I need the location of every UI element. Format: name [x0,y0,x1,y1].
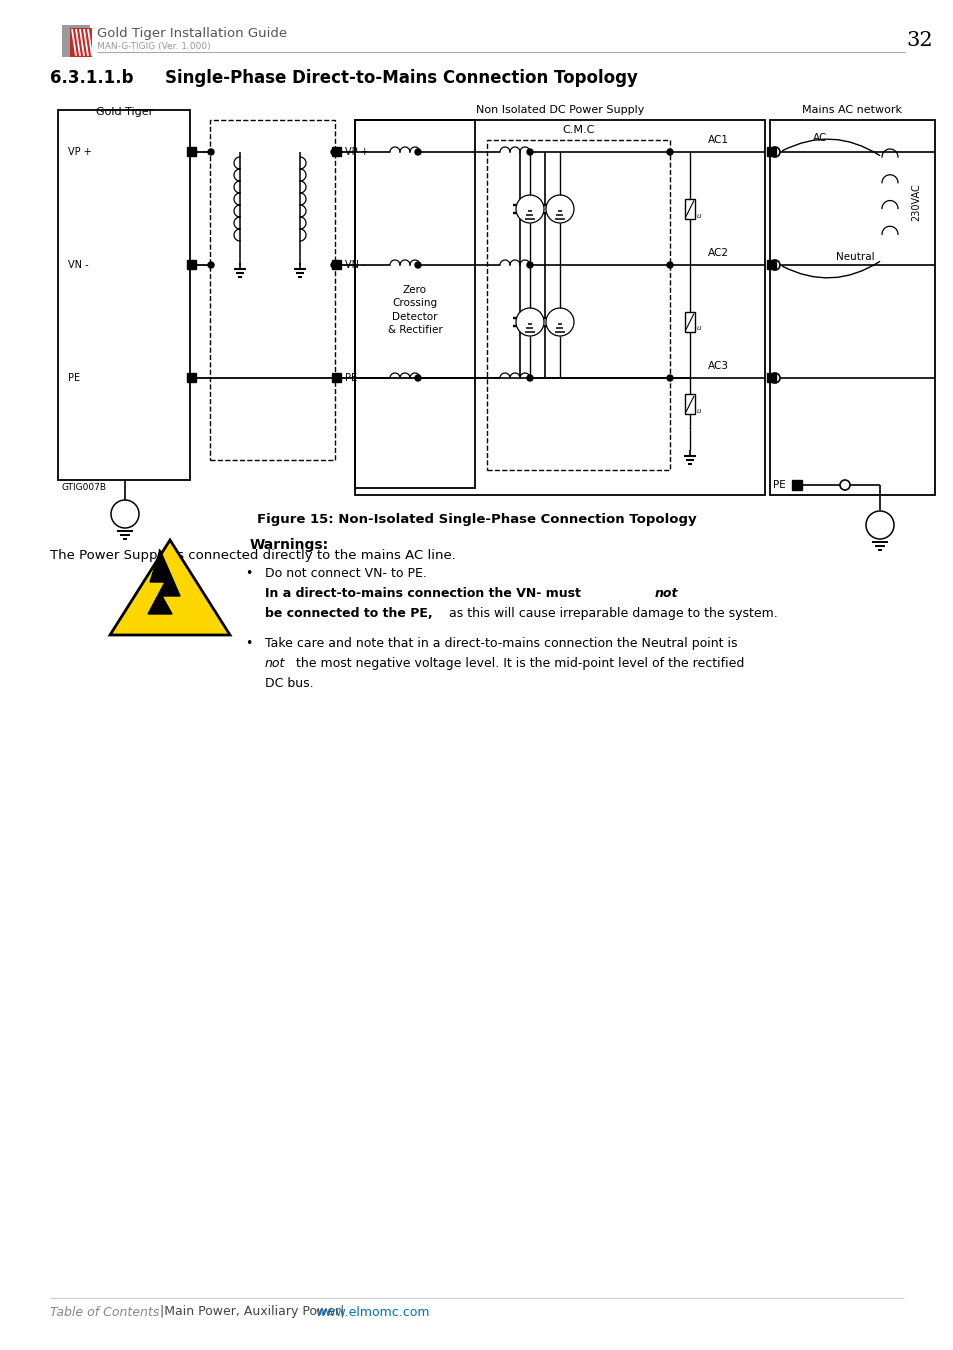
Text: C.M.C: C.M.C [561,126,594,135]
Text: AC2: AC2 [707,248,728,258]
Circle shape [526,148,533,155]
Circle shape [331,262,336,269]
Circle shape [840,481,849,490]
Bar [684,394,695,414]
Polygon shape [148,549,180,614]
Text: GTIG007B: GTIG007B [62,483,107,493]
Text: |Main Power, Auxiliary Power|: |Main Power, Auxiliary Power| [152,1305,344,1319]
Text: VP +: VP + [68,147,91,157]
Text: Gold Tiger: Gold Tiger [96,107,153,117]
Polygon shape [110,540,230,634]
Circle shape [545,308,574,336]
Bar [210,120,335,460]
Circle shape [208,148,213,155]
Circle shape [526,375,533,381]
Circle shape [111,500,139,528]
Text: PE: PE [345,373,356,383]
Text: AC: AC [812,134,826,143]
Text: Non Isolated DC Power Supply: Non Isolated DC Power Supply [476,105,643,115]
Circle shape [415,262,420,269]
Text: PE: PE [772,481,785,490]
Bar [791,481,801,490]
Text: u: u [697,212,700,219]
Circle shape [769,373,780,383]
Text: be connected to the PE,: be connected to the PE, [265,608,432,620]
Text: 230VAC: 230VAC [910,184,920,221]
Text: Zero
Crossing
Detector
& Rectifier: Zero Crossing Detector & Rectifier [387,285,442,335]
Text: Table of Contents: Table of Contents [50,1305,159,1319]
Text: VN -: VN - [345,261,365,270]
Circle shape [526,262,533,269]
Circle shape [516,194,543,223]
Text: as this will cause irreparable damage to the system.: as this will cause irreparable damage to… [444,608,777,620]
Bar [58,109,190,481]
Text: 6.3.1.1.b: 6.3.1.1.b [50,69,133,86]
Bar [769,120,934,495]
Bar [332,261,340,269]
Bar [684,198,695,219]
Text: Gold Tiger Installation Guide: Gold Tiger Installation Guide [97,27,287,40]
Bar [486,140,669,470]
Polygon shape [70,28,91,57]
Polygon shape [62,26,90,57]
Text: Figure 15: Non-Isolated Single-Phase Connection Topology: Figure 15: Non-Isolated Single-Phase Con… [257,513,696,526]
Text: MAN-G-TIGIG (Ver. 1.000): MAN-G-TIGIG (Ver. 1.000) [97,42,211,51]
Text: PE: PE [68,373,80,383]
Bar [332,147,340,157]
Circle shape [516,308,543,336]
Text: Do not connect VN- to PE.: Do not connect VN- to PE. [265,567,431,580]
Text: DC bus.: DC bus. [265,676,314,690]
Bar [187,147,195,157]
Text: u: u [697,325,700,332]
Circle shape [208,262,213,269]
Text: u: u [697,408,700,414]
Bar [355,120,475,487]
Text: Neutral: Neutral [835,252,873,262]
Bar [355,120,764,495]
Bar [766,147,775,157]
Bar [187,373,195,382]
Text: •: • [245,637,253,649]
Text: Single-Phase Direct-to-Mains Connection Topology: Single-Phase Direct-to-Mains Connection … [165,69,638,86]
Text: Warnings:: Warnings: [250,539,329,552]
Circle shape [666,262,672,269]
Text: www.elmomc.com: www.elmomc.com [314,1305,429,1319]
Bar [187,261,195,269]
Text: Take care and note that in a direct-to-mains connection the Neutral point is: Take care and note that in a direct-to-m… [265,637,737,649]
Text: AC1: AC1 [707,135,728,144]
Bar [684,312,695,332]
Circle shape [769,147,780,157]
Circle shape [769,261,780,270]
Circle shape [865,512,893,539]
Text: the most negative voltage level. It is the mid-point level of the rectified: the most negative voltage level. It is t… [292,657,743,670]
Circle shape [666,375,672,381]
Circle shape [331,148,336,155]
Text: The Power Supply is connected directly to the mains AC line.: The Power Supply is connected directly t… [50,548,456,562]
Text: VN -: VN - [68,261,89,270]
Circle shape [666,148,672,155]
Bar [766,261,775,269]
Circle shape [415,148,420,155]
Text: Mains AC network: Mains AC network [801,105,902,115]
Bar [332,373,340,382]
Text: AC3: AC3 [707,360,728,371]
Text: 32: 32 [905,31,932,50]
Bar [766,373,775,382]
Circle shape [545,194,574,223]
Circle shape [415,375,420,381]
Text: •: • [245,567,253,580]
Text: In a direct-to-mains connection the VN- must: In a direct-to-mains connection the VN- … [265,587,584,599]
Text: VP +: VP + [345,147,369,157]
Text: not: not [655,587,678,599]
Text: not: not [265,657,285,670]
